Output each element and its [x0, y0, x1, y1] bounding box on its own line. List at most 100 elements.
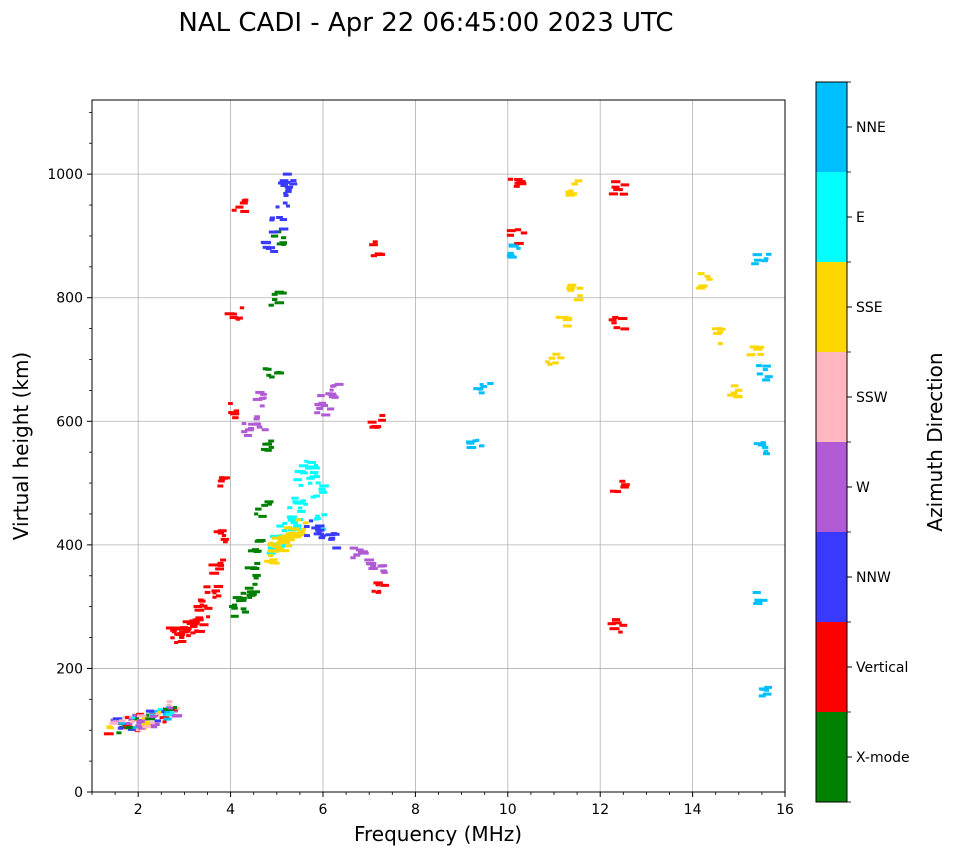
data-point	[297, 530, 305, 534]
data-point	[506, 233, 515, 237]
data-point	[696, 286, 706, 290]
data-point	[268, 541, 274, 545]
data-point	[256, 425, 263, 429]
data-point	[269, 218, 275, 222]
data-point	[240, 209, 250, 213]
data-point	[513, 242, 519, 246]
data-point	[316, 406, 324, 410]
data-point	[313, 532, 322, 536]
data-point	[316, 517, 321, 521]
data-point	[547, 362, 553, 366]
data-point	[236, 599, 241, 603]
data-point	[294, 469, 304, 473]
data-point	[281, 539, 290, 543]
data-point	[233, 409, 240, 413]
data-point	[753, 258, 762, 262]
data-point	[283, 191, 288, 195]
data-point	[327, 392, 337, 396]
data-point	[217, 561, 224, 565]
data-point	[608, 318, 617, 322]
data-point	[155, 723, 160, 727]
data-point	[125, 716, 130, 720]
data-point	[311, 526, 321, 530]
data-point	[712, 327, 719, 331]
data-point	[243, 433, 253, 437]
data-point	[253, 417, 260, 421]
data-point	[734, 388, 743, 392]
data-point	[293, 478, 303, 482]
data-point	[131, 716, 136, 720]
data-point	[329, 536, 336, 540]
data-point	[282, 201, 288, 205]
data-point	[166, 700, 173, 704]
data-point	[479, 383, 484, 387]
data-point	[165, 626, 176, 630]
data-point	[757, 443, 767, 447]
data-point	[466, 441, 475, 445]
data-point	[290, 521, 299, 525]
data-point	[238, 598, 247, 602]
data-point	[614, 490, 620, 494]
data-point	[758, 694, 766, 698]
data-point	[280, 184, 287, 188]
data-point	[135, 728, 141, 732]
data-point	[116, 731, 122, 735]
data-point	[321, 413, 331, 417]
x-tick-label: 10	[499, 802, 517, 818]
data-point	[163, 717, 172, 721]
data-point	[764, 375, 773, 379]
data-point	[753, 442, 762, 446]
data-point	[163, 707, 174, 711]
data-point	[241, 430, 248, 434]
data-point	[247, 426, 255, 430]
data-point	[620, 327, 630, 331]
data-point	[194, 608, 205, 612]
data-point	[330, 384, 336, 388]
data-point	[250, 590, 261, 594]
y-tick-label: 1000	[47, 167, 83, 183]
data-point	[150, 725, 158, 729]
data-point	[516, 182, 527, 186]
data-point	[617, 490, 622, 494]
data-point	[252, 566, 258, 570]
data-point	[371, 425, 382, 429]
data-point	[162, 720, 167, 724]
data-point	[261, 241, 271, 245]
data-point	[206, 615, 211, 619]
data-point	[514, 181, 520, 185]
data-point	[318, 490, 328, 494]
data-point	[217, 529, 227, 533]
chart-title: NAL CADI - Apr 22 06:45:00 2023 UTC	[178, 8, 673, 38]
colorbar-segment	[816, 442, 847, 532]
series-6	[241, 382, 388, 574]
data-point	[211, 589, 221, 593]
data-point	[318, 536, 326, 540]
x-tick-label: 6	[319, 802, 328, 818]
colorbar-tick-label: W	[856, 480, 870, 496]
data-point	[204, 590, 211, 594]
data-point	[355, 548, 364, 552]
data-point	[281, 242, 286, 246]
data-point	[279, 179, 289, 183]
data-point	[165, 713, 173, 717]
data-point	[516, 241, 524, 245]
data-point	[128, 718, 136, 722]
data-point	[222, 476, 230, 480]
data-point	[704, 274, 711, 278]
data-point	[318, 401, 327, 405]
data-point	[752, 253, 762, 257]
data-point	[621, 483, 630, 487]
y-tick-label: 200	[56, 661, 83, 677]
data-point	[287, 506, 293, 510]
data-point	[141, 716, 148, 720]
data-point	[209, 571, 220, 575]
data-point	[217, 531, 225, 535]
colorbar-segment	[816, 352, 847, 442]
data-point	[282, 521, 288, 525]
data-point	[255, 507, 262, 511]
data-point	[254, 561, 261, 565]
data-point	[174, 641, 179, 645]
data-point	[507, 251, 514, 255]
data-point	[275, 547, 283, 551]
data-point	[332, 546, 342, 550]
